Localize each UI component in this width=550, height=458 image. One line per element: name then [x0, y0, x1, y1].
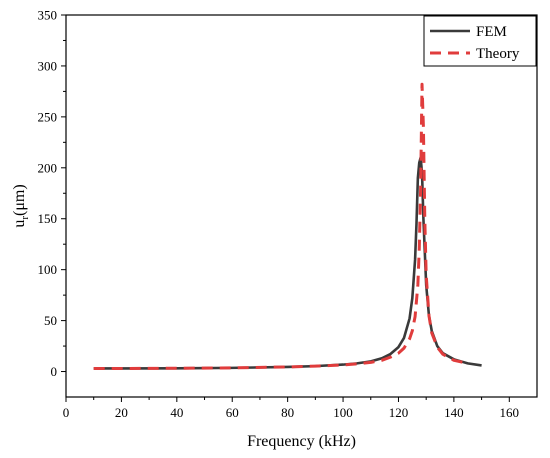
x-tick-label: 20 [115, 405, 128, 420]
legend: FEM Theory [423, 15, 537, 67]
x-tick-label: 0 [63, 405, 70, 420]
y-axis-ticks: 0 50 100 150 200 250 300 350 [38, 8, 66, 379]
y-tick-label: 350 [38, 8, 58, 23]
x-axis-label: Frequency (kHz) [247, 433, 356, 450]
x-tick-label: 120 [389, 405, 409, 420]
series-line-theory [93, 82, 469, 370]
legend-label-fem: FEM [476, 24, 507, 40]
y-tick-label: 250 [38, 109, 58, 124]
x-tick-label: 80 [281, 405, 294, 420]
x-axis-ticks: 0 20 40 60 80 100 120 140 160 [63, 397, 519, 420]
x-tick-label: 60 [226, 405, 239, 420]
x-tick-label: 140 [444, 405, 464, 420]
legend-box [423, 15, 537, 67]
y-axis-label-unit: (μm) [11, 184, 28, 216]
y-tick-label: 50 [44, 313, 57, 328]
x-tick-label: 40 [170, 405, 183, 420]
legend-label-theory: Theory [476, 46, 520, 62]
x-tick-label: 160 [500, 405, 520, 420]
x-tick-label: 100 [333, 405, 353, 420]
series-layer [93, 82, 482, 370]
y-tick-label: 100 [38, 262, 58, 277]
y-tick-label: 150 [38, 211, 58, 226]
y-tick-label: 0 [51, 364, 58, 379]
y-axis-label-subscript: r [19, 216, 31, 220]
y-tick-label: 300 [38, 58, 58, 73]
plot-frame [65, 14, 538, 398]
y-axis-label: ur(μm) [11, 184, 31, 227]
plot-axes [65, 14, 538, 398]
y-axis-label-main: u [11, 220, 28, 228]
y-tick-label: 200 [38, 160, 58, 175]
